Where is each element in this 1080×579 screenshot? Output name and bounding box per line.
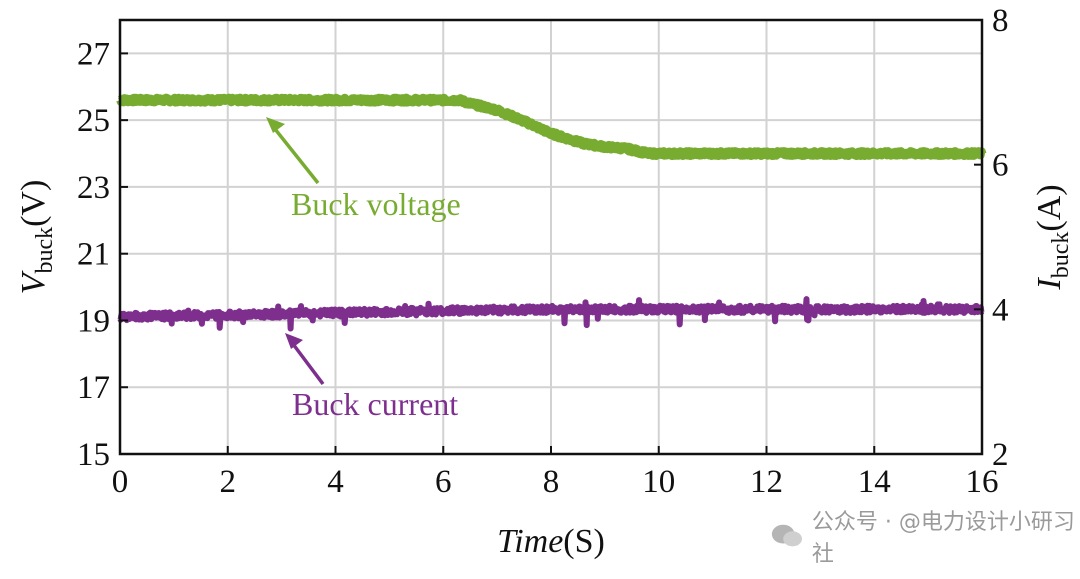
y-left-tick-label: 15 [77,437,110,473]
y-left-tick-label: 19 [77,303,110,339]
y-left-tick-label: 25 [77,103,110,139]
chat-bubble-icon [771,524,802,547]
x-tick-label: 8 [543,464,560,500]
y-right-tick-label: 4 [992,292,1009,328]
y-right-axis-title: Ibuck(A) [1031,184,1074,290]
x-tick-label: 16 [966,464,999,500]
grid [120,20,982,454]
x-tick-label: 6 [435,464,452,500]
buck-voltage-line [116,93,987,160]
x-tick-label: 4 [327,464,344,500]
x-tick-label: 10 [642,464,675,500]
watermark: 公众号 · @电力设计小研习社 [770,510,1080,567]
y-left-tick-label: 27 [77,36,110,72]
y-left-tick-label: 23 [77,170,110,206]
current-arrowhead [285,333,303,349]
x-tick-label: 14 [858,464,891,500]
voltage-annotation-label: Buck voltage [291,186,461,222]
x-tick-label: 12 [750,464,783,500]
buck-current-line [117,296,985,332]
y-left-axis-title: Vbuck(V) [15,180,58,295]
annotations: Buck voltage Buck current [266,117,461,422]
y-right-tick-label: 8 [992,3,1009,39]
series-layer [116,93,987,332]
watermark-text: 公众号 · @电力设计小研习社 [811,510,1075,567]
x-axis-title: Time(S) [497,523,605,560]
current-annotation-arrow [288,338,325,386]
x-tick-label: 2 [220,464,237,500]
ticks: 0 2 4 6 8 10 12 14 16 15 17 19 21 23 25 27 2 4 6 8 [77,3,1009,500]
voltage-arrowhead [266,117,285,133]
voltage-annotation-arrow [269,122,320,185]
y-left-tick-label: 21 [77,237,110,273]
current-annotation-label: Buck current [292,386,458,422]
x-tick-label: 0 [112,464,129,500]
y-right-tick-label: 2 [992,437,1009,473]
y-right-tick-label: 6 [992,148,1009,184]
y-left-tick-label: 17 [77,370,110,406]
